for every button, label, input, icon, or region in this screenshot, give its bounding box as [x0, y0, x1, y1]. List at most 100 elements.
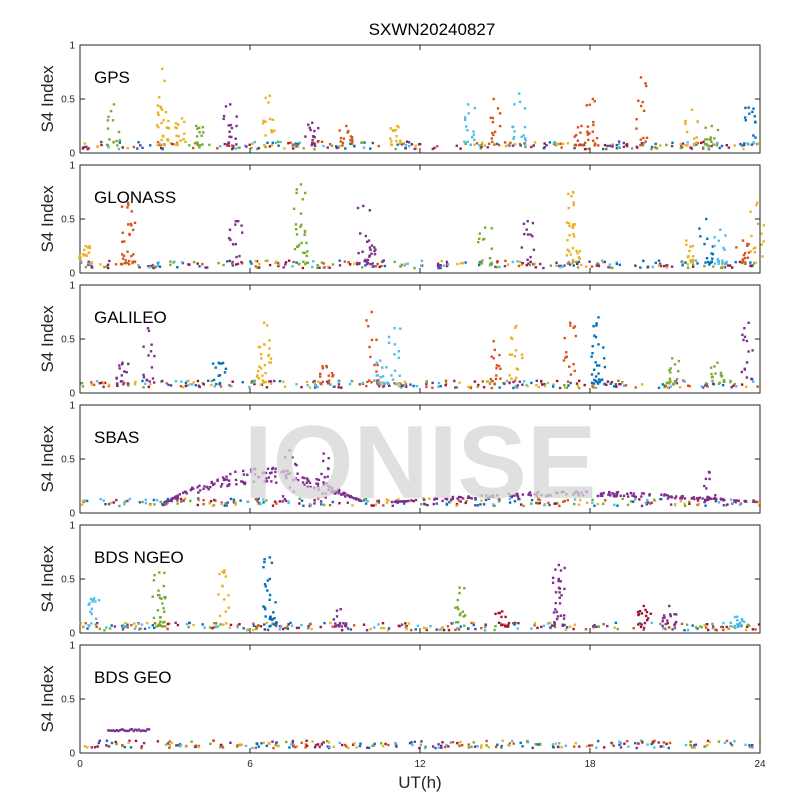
data-point: [615, 261, 618, 264]
data-point: [474, 504, 477, 507]
data-point: [466, 627, 470, 630]
data-point: [222, 114, 226, 118]
data-point: [688, 385, 691, 388]
data-point: [261, 122, 265, 125]
data-point: [126, 206, 129, 209]
data-point: [256, 500, 259, 503]
data-point: [555, 617, 559, 621]
data-point: [640, 492, 644, 495]
data-point: [263, 558, 266, 561]
data-point: [105, 744, 108, 747]
data-point: [597, 144, 600, 147]
data-point: [127, 223, 130, 226]
data-point: [84, 244, 87, 248]
data-point: [678, 386, 682, 389]
data-point: [376, 380, 379, 384]
data-point: [202, 499, 205, 502]
data-point: [609, 494, 612, 497]
data-point: [454, 386, 457, 389]
data-point: [741, 258, 745, 261]
data-point: [734, 626, 737, 630]
data-point: [312, 260, 315, 263]
data-point: [447, 745, 450, 748]
data-point: [565, 626, 569, 629]
data-point: [554, 568, 557, 571]
data-point: [745, 625, 749, 628]
data-point: [591, 498, 594, 502]
data-point: [559, 580, 562, 583]
data-point: [518, 100, 522, 104]
data-point: [510, 353, 514, 356]
data-point: [133, 622, 136, 625]
data-point: [672, 383, 675, 386]
data-point: [668, 741, 672, 745]
data-point: [142, 386, 145, 389]
data-point: [162, 607, 165, 610]
data-point: [594, 379, 597, 383]
data-point: [536, 626, 539, 630]
data-point: [230, 384, 233, 388]
data-point: [748, 744, 751, 747]
data-point: [381, 622, 385, 625]
data-point: [317, 126, 320, 130]
data-point: [640, 104, 643, 108]
data-point: [103, 265, 106, 269]
data-point: [364, 498, 367, 501]
data-point: [692, 258, 695, 262]
data-point: [513, 500, 517, 503]
data-point: [229, 623, 233, 627]
data-point: [274, 470, 277, 474]
data-point: [95, 625, 98, 629]
data-point: [679, 500, 683, 503]
data-point: [642, 259, 645, 263]
y-tick-label: 0: [69, 149, 75, 160]
data-point: [618, 146, 621, 149]
data-point: [636, 610, 640, 614]
data-point: [252, 622, 255, 625]
data-point: [437, 743, 440, 746]
data-point: [595, 625, 598, 628]
data-point: [625, 143, 628, 146]
data-point: [306, 477, 309, 480]
data-point: [372, 744, 376, 747]
data-point: [275, 481, 278, 484]
data-point: [304, 191, 307, 195]
data-point: [94, 600, 97, 603]
data-point: [716, 257, 720, 261]
scatter-marks: [78, 183, 766, 270]
data-point: [370, 310, 373, 314]
data-point: [710, 497, 713, 501]
data-point: [229, 103, 232, 106]
data-point: [691, 624, 694, 627]
data-point: [276, 744, 279, 748]
data-point: [115, 742, 118, 746]
data-point: [198, 131, 201, 134]
data-point: [150, 366, 154, 369]
data-point: [558, 602, 562, 605]
data-point: [148, 626, 151, 629]
data-point: [760, 232, 763, 235]
data-point: [688, 502, 691, 505]
data-point: [366, 240, 369, 243]
data-point: [574, 334, 577, 338]
data-point: [634, 264, 637, 267]
data-point: [563, 384, 566, 387]
data-point: [202, 503, 205, 506]
data-point: [375, 361, 378, 364]
data-point: [240, 261, 243, 264]
data-point: [373, 379, 376, 382]
data-point: [516, 386, 519, 389]
data-point: [740, 383, 744, 386]
data-point: [389, 127, 392, 130]
data-point: [436, 145, 439, 148]
data-point: [330, 372, 334, 375]
data-point: [480, 626, 483, 630]
data-point: [659, 144, 662, 147]
data-point: [164, 111, 168, 114]
data-point: [264, 96, 267, 100]
data-point: [684, 119, 687, 123]
data-point: [152, 616, 156, 619]
data-point: [129, 728, 132, 731]
data-point: [192, 381, 195, 384]
